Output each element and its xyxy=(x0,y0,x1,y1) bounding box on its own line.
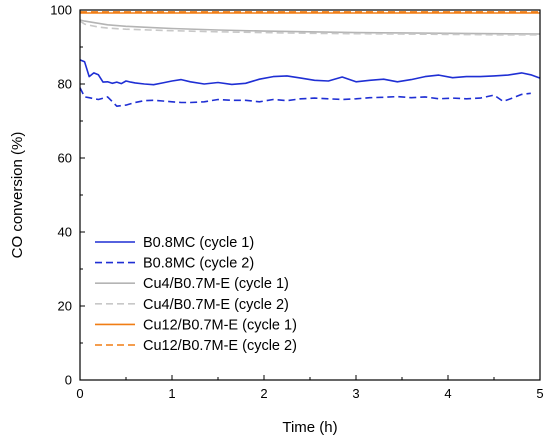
legend-item: B0.8MC (cycle 1) xyxy=(95,235,254,251)
legend-item: Cu4/B0.7M-E (cycle 2) xyxy=(95,297,289,313)
x-tick-label: 4 xyxy=(444,386,451,401)
legend-label: B0.8MC (cycle 1) xyxy=(143,235,254,251)
series-line-2 xyxy=(79,87,531,107)
y-tick-label: 20 xyxy=(58,299,72,314)
x-tick-label: 5 xyxy=(536,386,543,401)
legend-label: Cu4/B0.7M-E (cycle 2) xyxy=(143,297,289,313)
legend-label: Cu12/B0.7M-E (cycle 2) xyxy=(143,338,297,354)
axis-ticks: 0 1 2 3 4 5 0 20 40 60 80 100 xyxy=(50,3,543,402)
series-layer xyxy=(79,11,541,107)
x-tick-label: 2 xyxy=(260,386,267,401)
x-tick-label: 0 xyxy=(76,386,83,401)
series-line-3 xyxy=(79,19,541,35)
y-tick-label: 100 xyxy=(50,3,72,18)
legend-item: Cu12/B0.7M-E (cycle 1) xyxy=(95,317,297,333)
legend: B0.8MC (cycle 1) B0.8MC (cycle 2) Cu4/B0.7… xyxy=(95,235,297,354)
y-tick-label: 0 xyxy=(65,373,72,388)
legend-label: B0.8MC (cycle 2) xyxy=(143,256,254,272)
y-tick-label: 40 xyxy=(58,225,72,240)
y-tick-label: 60 xyxy=(58,151,72,166)
legend-item: B0.8MC (cycle 2) xyxy=(95,256,254,272)
series-line-1 xyxy=(79,59,541,86)
legend-label: Cu12/B0.7M-E (cycle 1) xyxy=(143,317,297,333)
x-tick-label: 1 xyxy=(168,386,175,401)
legend-item: Cu4/B0.7M-E (cycle 1) xyxy=(95,276,289,292)
x-axis-title: Time (h) xyxy=(282,419,337,436)
legend-item: Cu12/B0.7M-E (cycle 2) xyxy=(95,338,297,354)
y-tick-label: 80 xyxy=(58,77,72,92)
x-tick-label: 3 xyxy=(352,386,359,401)
y-axis-title: CO conversion (%) xyxy=(9,132,26,259)
legend-label: Cu4/B0.7M-E (cycle 1) xyxy=(143,276,289,292)
series-line-4 xyxy=(79,20,540,36)
